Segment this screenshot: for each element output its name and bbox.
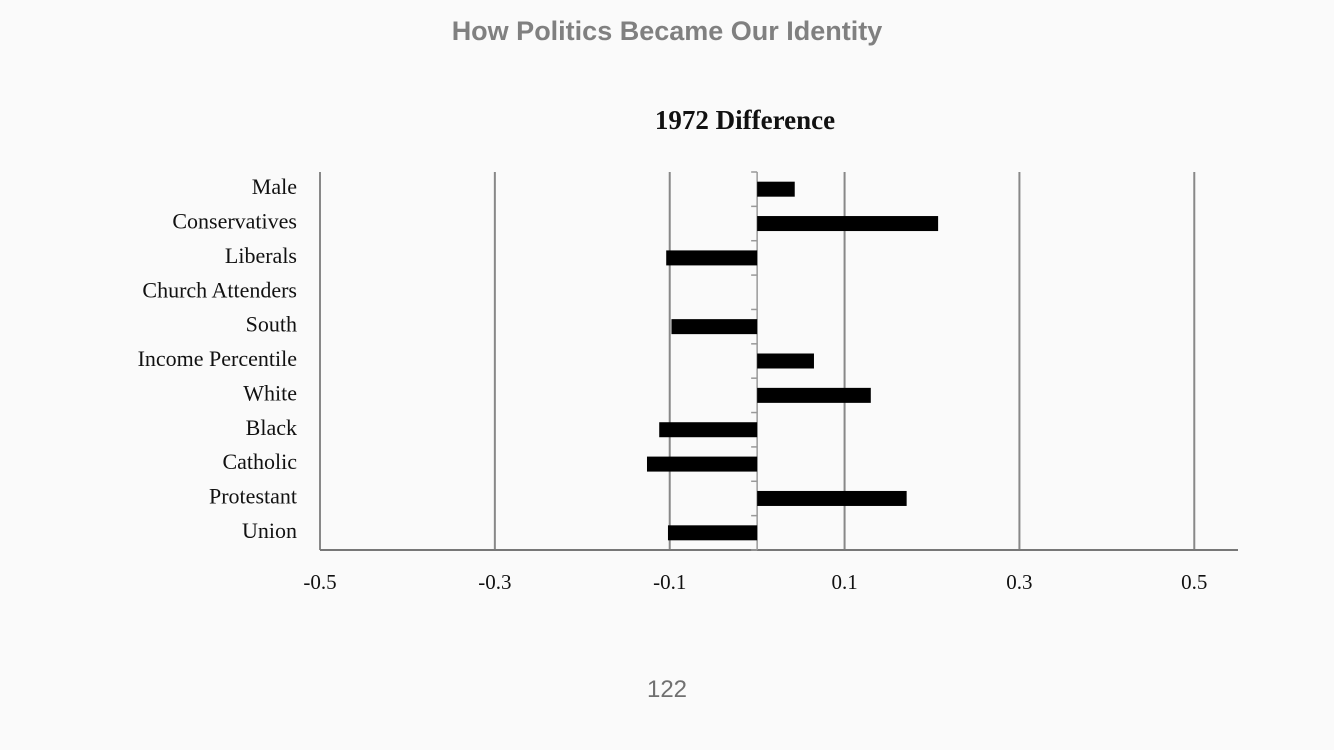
- bar: [646, 456, 758, 472]
- y-tick-label: Conservatives: [172, 209, 297, 234]
- y-tick-label: Protestant: [209, 484, 297, 509]
- bar: [757, 216, 939, 232]
- y-tick-label: White: [243, 380, 297, 405]
- chart-title: 1972 Difference: [655, 105, 835, 135]
- y-tick-label: Black: [246, 415, 297, 440]
- y-tick-label: South: [246, 312, 297, 337]
- bar: [757, 490, 907, 506]
- bar: [667, 525, 758, 541]
- bar: [757, 387, 871, 403]
- y-tick-label: Liberals: [225, 243, 297, 268]
- bar: [757, 353, 814, 369]
- x-tick-label: 0.5: [1181, 570, 1207, 594]
- book-title: How Politics Became Our Identity: [451, 16, 883, 46]
- x-tick-label: -0.1: [653, 570, 686, 594]
- y-tick-label: Income Percentile: [138, 346, 297, 371]
- bar: [757, 181, 795, 197]
- bar: [671, 319, 758, 335]
- y-tick-label: Catholic: [222, 449, 297, 474]
- x-tick-label: -0.5: [303, 570, 336, 594]
- y-tick-label: Union: [242, 518, 297, 543]
- y-tick-label: Male: [252, 174, 297, 199]
- x-tick-label: -0.3: [478, 570, 511, 594]
- bar: [659, 422, 758, 438]
- x-tick-label: 0.1: [831, 570, 857, 594]
- bar: [666, 250, 758, 266]
- x-tick-label: 0.3: [1006, 570, 1032, 594]
- y-tick-label: Church Attenders: [142, 277, 297, 302]
- page-number: 122: [646, 676, 688, 703]
